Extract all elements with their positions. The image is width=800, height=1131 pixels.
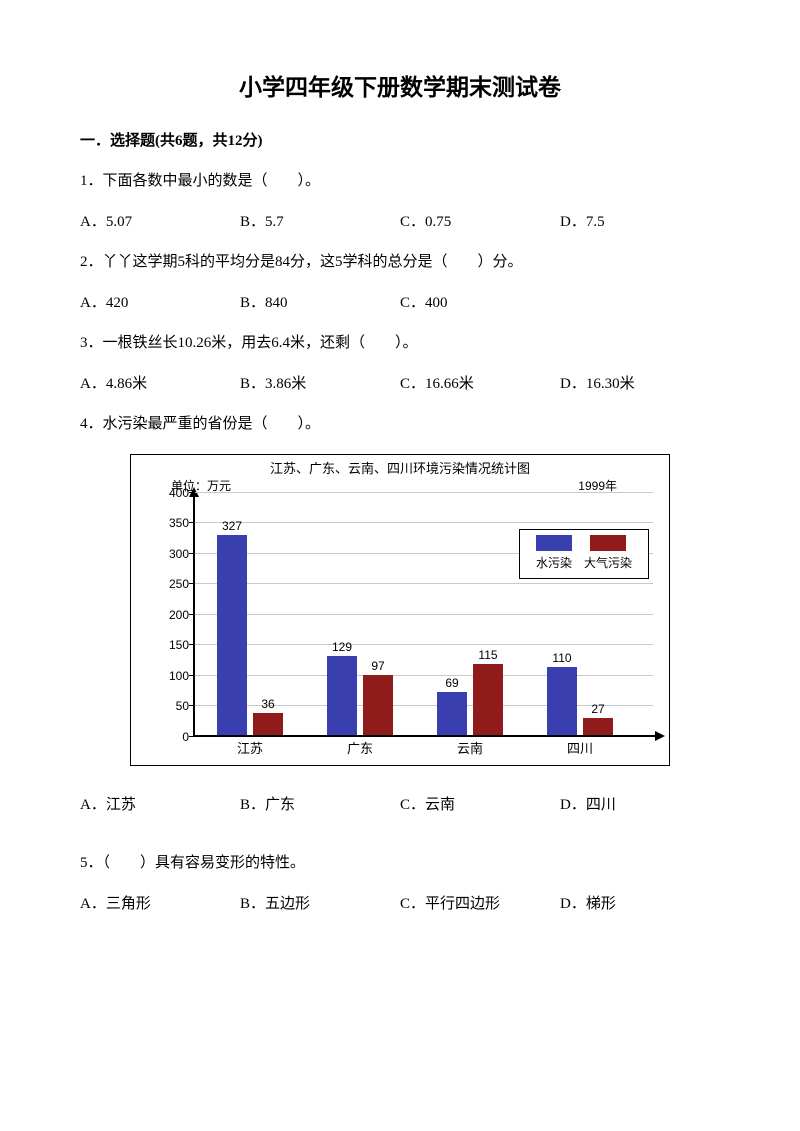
q2-opt-b: B．840 [240,292,400,315]
q3-opt-a: A．4.86米 [80,373,240,396]
q4-opt-c: C．云南 [400,794,560,817]
page-title: 小学四年级下册数学期末测试卷 [80,70,720,105]
bar-水污染 [217,535,247,734]
bar-水污染 [437,692,467,734]
y-tick-mark [189,583,195,584]
y-tick-mark [189,736,195,737]
y-tick-mark [189,614,195,615]
q2-options: A．420 B．840 C．400 [80,292,720,315]
category-label: 江苏 [237,739,263,759]
bar-大气污染 [253,713,283,735]
grid-line [195,614,653,615]
y-tick-mark [189,705,195,706]
q1-stem: 1．下面各数中最小的数是（ ）。 [80,170,720,193]
q2-opt-a: A．420 [80,292,240,315]
grid-line [195,675,653,676]
q4-stem: 4．水污染最严重的省份是（ ）。 [80,413,720,436]
category-label: 广东 [347,739,373,759]
section-header: 一．选择题(共6题，共12分) [80,130,720,153]
chart-title: 江苏、广东、云南、四川环境污染情况统计图 [137,461,663,477]
y-tick-mark [189,644,195,645]
q4-opt-d: D．四川 [560,794,720,817]
bar-水污染 [547,667,577,734]
question-2: 2．丫丫这学期5科的平均分是84分，这5学科的总分是（ ）分。 A．420 B．… [80,251,720,314]
y-tick-label: 400 [157,484,189,502]
y-tick-label: 150 [157,636,189,654]
y-tick-mark [189,675,195,676]
x-axis [193,735,659,737]
question-3: 3．一根铁丝长10.26米，用去6.4米，还剩（ ）。 A．4.86米 B．3.… [80,332,720,395]
y-tick-mark [189,553,195,554]
bar-大气污染 [583,718,613,734]
question-5: 5．（ ）具有容易变形的特性。 A．三角形 B．五边形 C．平行四边形 D．梯形 [80,852,720,915]
q3-stem: 3．一根铁丝长10.26米，用去6.4米，还剩（ ）。 [80,332,720,355]
y-tick-mark [189,492,195,493]
grid-line [195,583,653,584]
bar-value-label: 69 [445,674,458,692]
bar-value-label: 110 [552,649,571,667]
y-tick-label: 250 [157,575,189,593]
legend-water-label: 水污染 [536,554,572,572]
q1-opt-d: D．7.5 [560,211,720,234]
q5-opt-d: D．梯形 [560,893,720,916]
bar-水污染 [327,656,357,735]
pollution-chart: 江苏、广东、云南、四川环境污染情况统计图 单位：万元 1999年 水污染 大气污… [130,454,670,766]
grid-line [195,644,653,645]
bar-value-label: 129 [332,638,352,656]
bar-value-label: 327 [222,517,242,535]
grid-line [195,492,653,493]
y-tick-label: 300 [157,545,189,563]
bar-value-label: 115 [478,646,497,664]
chart-plot-area: 水污染 大气污染 05010015020025030035040032736江苏… [137,493,663,763]
q4-options: A．江苏 B．广东 C．云南 D．四川 [80,794,720,817]
q5-opt-b: B．五边形 [240,893,400,916]
legend-air-label: 大气污染 [584,554,632,572]
bar-大气污染 [363,675,393,734]
y-tick-label: 200 [157,606,189,624]
q1-options: A．5.07 B．5.7 C．0.75 D．7.5 [80,211,720,234]
bar-value-label: 97 [371,657,384,675]
y-tick-mark [189,522,195,523]
q5-options: A．三角形 B．五边形 C．平行四边形 D．梯形 [80,893,720,916]
bar-大气污染 [473,664,503,734]
grid-line [195,522,653,523]
bar-value-label: 36 [261,695,274,713]
q5-opt-a: A．三角形 [80,893,240,916]
q3-opt-b: B．3.86米 [240,373,400,396]
question-4: 4．水污染最严重的省份是（ ）。 江苏、广东、云南、四川环境污染情况统计图 单位… [80,413,720,816]
y-tick-label: 350 [157,514,189,532]
y-tick-label: 50 [157,697,189,715]
legend-swatch-water [536,535,572,551]
q4-opt-a: A．江苏 [80,794,240,817]
q5-stem: 5．（ ）具有容易变形的特性。 [80,852,720,875]
bar-value-label: 27 [591,700,604,718]
legend-water: 水污染 [536,535,572,572]
legend-air: 大气污染 [584,535,632,572]
y-tick-label: 100 [157,667,189,685]
question-1: 1．下面各数中最小的数是（ ）。 A．5.07 B．5.7 C．0.75 D．7… [80,170,720,233]
q1-opt-c: C．0.75 [400,211,560,234]
legend-swatch-air [590,535,626,551]
q3-options: A．4.86米 B．3.86米 C．16.66米 D．16.30米 [80,373,720,396]
q3-opt-c: C．16.66米 [400,373,560,396]
q2-stem: 2．丫丫这学期5科的平均分是84分，这5学科的总分是（ ）分。 [80,251,720,274]
x-axis-arrow-icon [655,731,665,741]
y-tick-label: 0 [157,728,189,746]
q2-opt-c: C．400 [400,292,560,315]
category-label: 四川 [567,739,593,759]
q1-opt-a: A．5.07 [80,211,240,234]
q4-opt-b: B．广东 [240,794,400,817]
y-axis [193,493,195,737]
category-label: 云南 [457,739,483,759]
q1-opt-b: B．5.7 [240,211,400,234]
q3-opt-d: D．16.30米 [560,373,720,396]
chart-legend: 水污染 大气污染 [519,529,649,579]
q5-opt-c: C．平行四边形 [400,893,560,916]
